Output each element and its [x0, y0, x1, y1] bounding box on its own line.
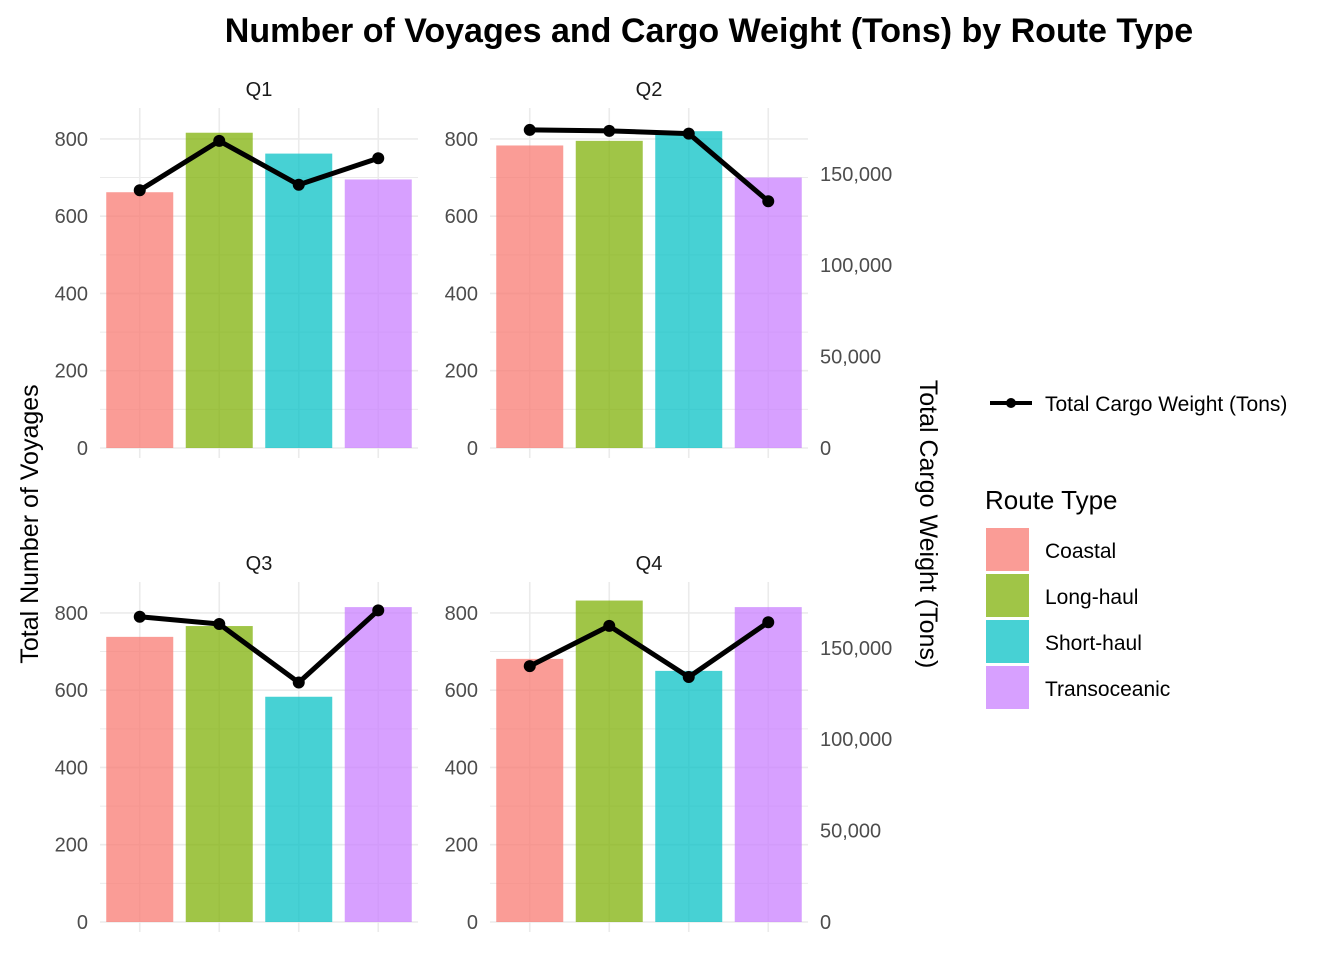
- y-tick-label: 600: [55, 206, 88, 228]
- cargo-line: [528, 620, 770, 680]
- facet-label: Q1: [246, 79, 273, 101]
- cargo-point: [523, 123, 536, 136]
- panel-q3: Q3 0 200 400 600 800: [55, 553, 418, 934]
- fill-legend-items: Coastal Long-haul Short-haul Transoceanic: [986, 528, 1170, 709]
- y-tick-label: 0: [77, 912, 88, 934]
- y2-tick-label: 100,000: [820, 255, 892, 277]
- cargo-point: [372, 152, 385, 165]
- cargo-point: [762, 195, 775, 208]
- bar-long-haul: [575, 140, 643, 448]
- y-tick-label: 200: [55, 835, 88, 857]
- cargo-point: [292, 178, 305, 191]
- bar-short-haul: [265, 696, 333, 922]
- cargo-line: [139, 608, 380, 686]
- cargo-point: [213, 134, 226, 147]
- bar-short-haul: [265, 153, 333, 448]
- y-tick-label: 400: [55, 757, 88, 779]
- facet-label: Q3: [246, 553, 273, 575]
- legend-label: Long-haul: [1045, 586, 1138, 609]
- panel-q2: Q2 0 200 400 600 800 0 50,000 100,000 150,000: [445, 79, 893, 460]
- facet-label: Q4: [636, 553, 663, 575]
- bar-coastal: [106, 192, 174, 448]
- bar-short-haul: [655, 131, 723, 448]
- y2-tick-label: 150,000: [820, 164, 892, 186]
- panel-q1: Q1 0 200 400 600 800: [55, 79, 418, 460]
- y-tick-label: 400: [445, 757, 478, 779]
- y-tick-label: 400: [445, 283, 478, 305]
- bar-coastal: [496, 145, 564, 448]
- legend-key-coastal: [986, 528, 1029, 571]
- cargo-point: [133, 184, 146, 197]
- cargo-point: [372, 604, 385, 617]
- cargo-point: [523, 660, 536, 673]
- bar-transoceanic: [344, 179, 412, 448]
- panels: Q1 0 200 400 600 800 Q2 0 200 400 600 800 0 50,000 100…: [55, 79, 893, 934]
- bar-transoceanic: [344, 607, 412, 922]
- cargo-point: [133, 610, 146, 623]
- y2-tick-label: 0: [820, 912, 831, 934]
- cargo-point: [213, 618, 226, 631]
- line-legend-label: Total Cargo Weight (Tons): [1045, 393, 1287, 416]
- fill-legend-title: Route Type: [985, 485, 1118, 515]
- bar-long-haul: [575, 600, 643, 922]
- y-tick-label: 800: [445, 603, 478, 625]
- cargo-point: [603, 124, 616, 137]
- y-tick-label: 600: [445, 206, 478, 228]
- y-tick-label: 0: [467, 438, 478, 460]
- legend-key-short-haul: [986, 620, 1029, 663]
- legend-label: Transoceanic: [1045, 678, 1170, 701]
- y-tick-label: 600: [445, 680, 478, 702]
- y-tick-label: 400: [55, 283, 88, 305]
- facet-label: Q2: [636, 79, 663, 101]
- bar-coastal: [496, 658, 564, 922]
- y2-tick-label: 150,000: [820, 638, 892, 660]
- legend-label: Short-haul: [1045, 632, 1142, 655]
- bar-transoceanic: [734, 177, 802, 448]
- bar-transoceanic: [734, 607, 802, 922]
- cargo-point: [762, 616, 775, 629]
- cargo-point: [292, 676, 305, 689]
- cargo-line: [138, 138, 380, 193]
- y2-tick-label: 0: [820, 438, 831, 460]
- y-tick-label: 800: [445, 129, 478, 151]
- panel-q4: Q4 0 200 400 600 800 0 50,000 100,000 150,000: [445, 553, 893, 934]
- y-tick-label: 800: [55, 603, 88, 625]
- y-tick-label: 0: [467, 912, 478, 934]
- y-tick-label: 0: [77, 438, 88, 460]
- bar-long-haul: [185, 132, 253, 448]
- y-tick-label: 200: [445, 835, 478, 857]
- y2-tick-label: 50,000: [820, 821, 881, 843]
- y-tick-label: 800: [55, 129, 88, 151]
- cargo-line: [529, 127, 770, 204]
- y-tick-label: 200: [445, 361, 478, 383]
- cargo-point: [682, 127, 695, 140]
- legend: Total Cargo Weight (Tons) Route Type Coa…: [985, 393, 1287, 709]
- cargo-point: [682, 671, 695, 684]
- bar-long-haul: [185, 626, 253, 922]
- y-tick-label: 600: [55, 680, 88, 702]
- legend-key-long-haul: [986, 574, 1029, 617]
- y-tick-label: 200: [55, 361, 88, 383]
- legend-label: Coastal: [1045, 540, 1116, 563]
- line-legend-key-point: [1006, 398, 1016, 408]
- y-axis-title: Total Number of Voyages: [16, 384, 44, 663]
- y2-axis-title: Total Cargo Weight (Tons): [914, 380, 942, 669]
- chart-title: Number of Voyages and Cargo Weight (Tons…: [225, 12, 1193, 50]
- y2-tick-label: 50,000: [820, 347, 881, 369]
- y2-tick-label: 100,000: [820, 729, 892, 751]
- bar-coastal: [106, 636, 174, 922]
- cargo-point: [603, 619, 616, 632]
- bar-short-haul: [655, 670, 723, 922]
- legend-key-transoceanic: [986, 666, 1029, 709]
